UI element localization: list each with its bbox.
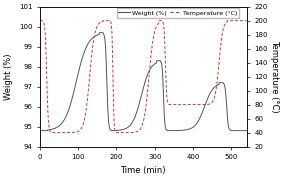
Y-axis label: Temperature (°C): Temperature (°C) <box>270 40 279 113</box>
Legend: Weight (%), Temperature (°C): Weight (%), Temperature (°C) <box>117 8 239 18</box>
X-axis label: Time (min): Time (min) <box>121 166 166 175</box>
Y-axis label: Weight (%): Weight (%) <box>4 53 13 100</box>
